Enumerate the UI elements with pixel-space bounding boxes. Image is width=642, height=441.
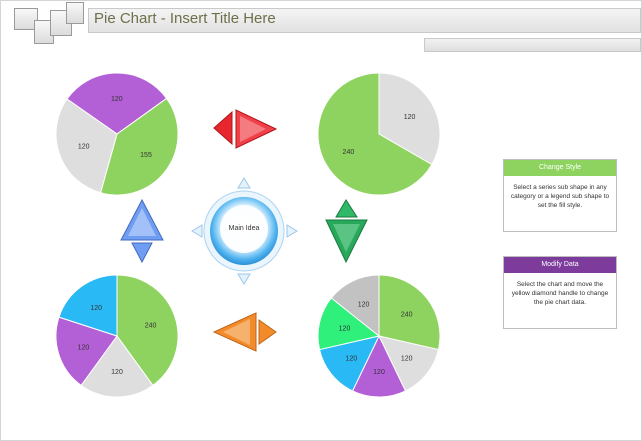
pie-slice[interactable]: [351, 334, 407, 398]
pie-slice-label: 120: [90, 305, 102, 312]
modify-data-panel[interactable]: Modify Data Select the chart and move th…: [503, 256, 617, 329]
pie-slice-label: 120: [78, 143, 90, 150]
pie-slice[interactable]: [116, 274, 179, 387]
pie-slice-label: 120: [373, 369, 385, 376]
pie-slice-label: 240: [145, 323, 157, 330]
modify-data-heading: Modify Data: [541, 261, 579, 268]
blue-arrow-up[interactable]: [120, 198, 164, 264]
pie-slice[interactable]: [378, 274, 441, 351]
pie-slice-label: 120: [111, 96, 123, 103]
main-idea-label: Main Idea: [228, 225, 260, 232]
pie-slice[interactable]: [318, 335, 380, 392]
pie-slice[interactable]: [55, 316, 118, 387]
pie-slice[interactable]: [80, 335, 154, 398]
pie-slice[interactable]: [66, 72, 168, 135]
pie-slice-label: 155: [140, 152, 152, 159]
pie-slice[interactable]: [58, 274, 118, 337]
pie-slice[interactable]: [378, 72, 441, 166]
pie-slice-label: 120: [345, 356, 357, 363]
chevron-down-icon: [237, 273, 251, 285]
title-deco-square: [66, 2, 84, 24]
title-bar[interactable]: Pie Chart - Insert Title Here: [88, 8, 641, 33]
pie-slice-label: 240: [343, 149, 355, 156]
main-idea-node[interactable]: [191, 177, 298, 285]
green-arrow-down[interactable]: [325, 199, 368, 264]
change-style-heading: Change Style: [538, 164, 582, 171]
pie-slice-label: 120: [358, 302, 370, 309]
pie-slice[interactable]: [330, 274, 380, 338]
change-style-text: Select a series sub shape in any categor…: [510, 184, 610, 209]
chevron-left-icon: [191, 224, 203, 238]
pie-chart-bottom-right[interactable]: 240 120 120 120 120 120: [317, 274, 441, 398]
title-deco-square: [14, 8, 38, 30]
change-style-heading-bar: Change Style: [504, 160, 616, 176]
pie-slice[interactable]: [99, 97, 179, 196]
change-style-panel[interactable]: Change Style Select a series sub shape i…: [503, 159, 617, 232]
pie-slice-label: 120: [339, 326, 351, 333]
pie-slice[interactable]: [317, 297, 381, 351]
pie-slice[interactable]: [55, 98, 118, 194]
page-title[interactable]: Pie Chart - Insert Title Here: [94, 10, 276, 27]
pie-slice-label: 120: [401, 356, 413, 363]
pie-slice-label: 120: [111, 369, 123, 376]
modify-data-text: Select the chart and move the yellow dia…: [511, 281, 609, 306]
pie-chart-top-left[interactable]: 120 155 120: [55, 72, 179, 196]
subtitle-bar: [424, 38, 641, 52]
pie-slice[interactable]: [378, 335, 440, 392]
pie-chart-bottom-left[interactable]: 240 120 120 120: [55, 274, 179, 398]
chevron-up-icon: [237, 177, 251, 189]
pie-slice[interactable]: [317, 72, 433, 196]
pie-slice-label: 240: [401, 311, 413, 318]
modify-data-heading-bar: Modify Data: [504, 257, 616, 273]
chevron-right-icon: [286, 224, 298, 238]
pie-slice-label: 120: [404, 114, 416, 121]
pie-slice-label: 120: [78, 344, 90, 351]
red-arrow-right[interactable]: [213, 109, 278, 149]
pie-chart-top-right[interactable]: 120 240: [317, 72, 441, 196]
orange-arrow-left[interactable]: [212, 312, 277, 352]
